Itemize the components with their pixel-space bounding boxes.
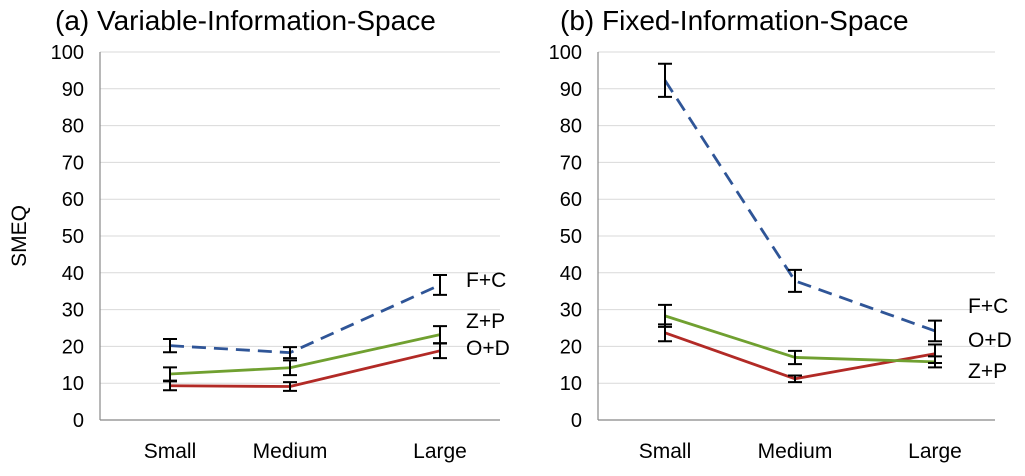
y-axis-label: SMEQ: [8, 205, 31, 267]
error-bar: [928, 355, 942, 369]
panel-1-title: (a) Variable-Information-Space: [55, 5, 436, 36]
series-line-z-p: [664, 314, 936, 364]
y-tick-label: 80: [62, 116, 84, 138]
y-tick-label: 10: [62, 373, 84, 395]
y-tick-label: 30: [62, 300, 84, 322]
error-bar: [788, 268, 802, 293]
series-label-z-p: Z+P: [466, 310, 505, 333]
y-tick-label: 60: [62, 189, 84, 211]
y-tick-label: 40: [62, 263, 84, 285]
y-tick-label: 70: [560, 152, 582, 174]
y-tick-label: 90: [560, 79, 582, 101]
error-bar: [283, 359, 297, 377]
error-bar: [433, 274, 447, 296]
y-tick-label: 100: [51, 42, 84, 64]
series-label-o-d: O+D: [466, 337, 510, 360]
error-bar: [658, 62, 672, 98]
error-bar: [163, 338, 177, 354]
series-label-z-p: Z+P: [968, 360, 1007, 383]
error-bar: [658, 303, 672, 328]
series-label-f-c: F+C: [466, 269, 506, 292]
series-label-f-c: F+C: [968, 295, 1008, 318]
error-bar: [163, 380, 177, 392]
y-tick-label: 50: [560, 226, 582, 248]
x-tick-label: Small: [639, 440, 692, 463]
y-tick-label: 30: [560, 300, 582, 322]
y-tick-label: 80: [560, 116, 582, 138]
y-tick-label: 0: [571, 410, 582, 432]
y-tick-label: 100: [549, 42, 582, 64]
series-line-z-p: [169, 333, 441, 376]
error-bar: [928, 319, 942, 343]
y-tick-label: 70: [62, 152, 84, 174]
x-tick-label: Medium: [758, 440, 833, 463]
x-tick-label: Small: [144, 440, 197, 463]
error-bar: [788, 374, 802, 384]
error-bar: [788, 349, 802, 366]
series-line-f-c: [663, 79, 936, 333]
error-bar: [433, 342, 447, 360]
error-bar: [283, 381, 297, 392]
series-line-o-d: [664, 331, 936, 381]
series-line-o-d: [169, 349, 441, 388]
y-tick-label: 40: [560, 263, 582, 285]
y-tick-label: 20: [62, 336, 84, 358]
x-tick-label: Large: [908, 440, 962, 463]
y-tick-label: 50: [62, 226, 84, 248]
x-tick-label: Large: [413, 440, 467, 463]
y-tick-label: 60: [560, 189, 582, 211]
y-tick-label: 20: [560, 336, 582, 358]
x-tick-label: Medium: [253, 440, 328, 463]
error-bar: [283, 346, 297, 360]
panel-2-title: (b) Fixed-Information-Space: [560, 5, 909, 36]
y-tick-label: 0: [73, 410, 84, 432]
series-label-o-d: O+D: [968, 329, 1012, 352]
y-tick-label: 10: [560, 373, 582, 395]
y-tick-label: 90: [62, 79, 84, 101]
